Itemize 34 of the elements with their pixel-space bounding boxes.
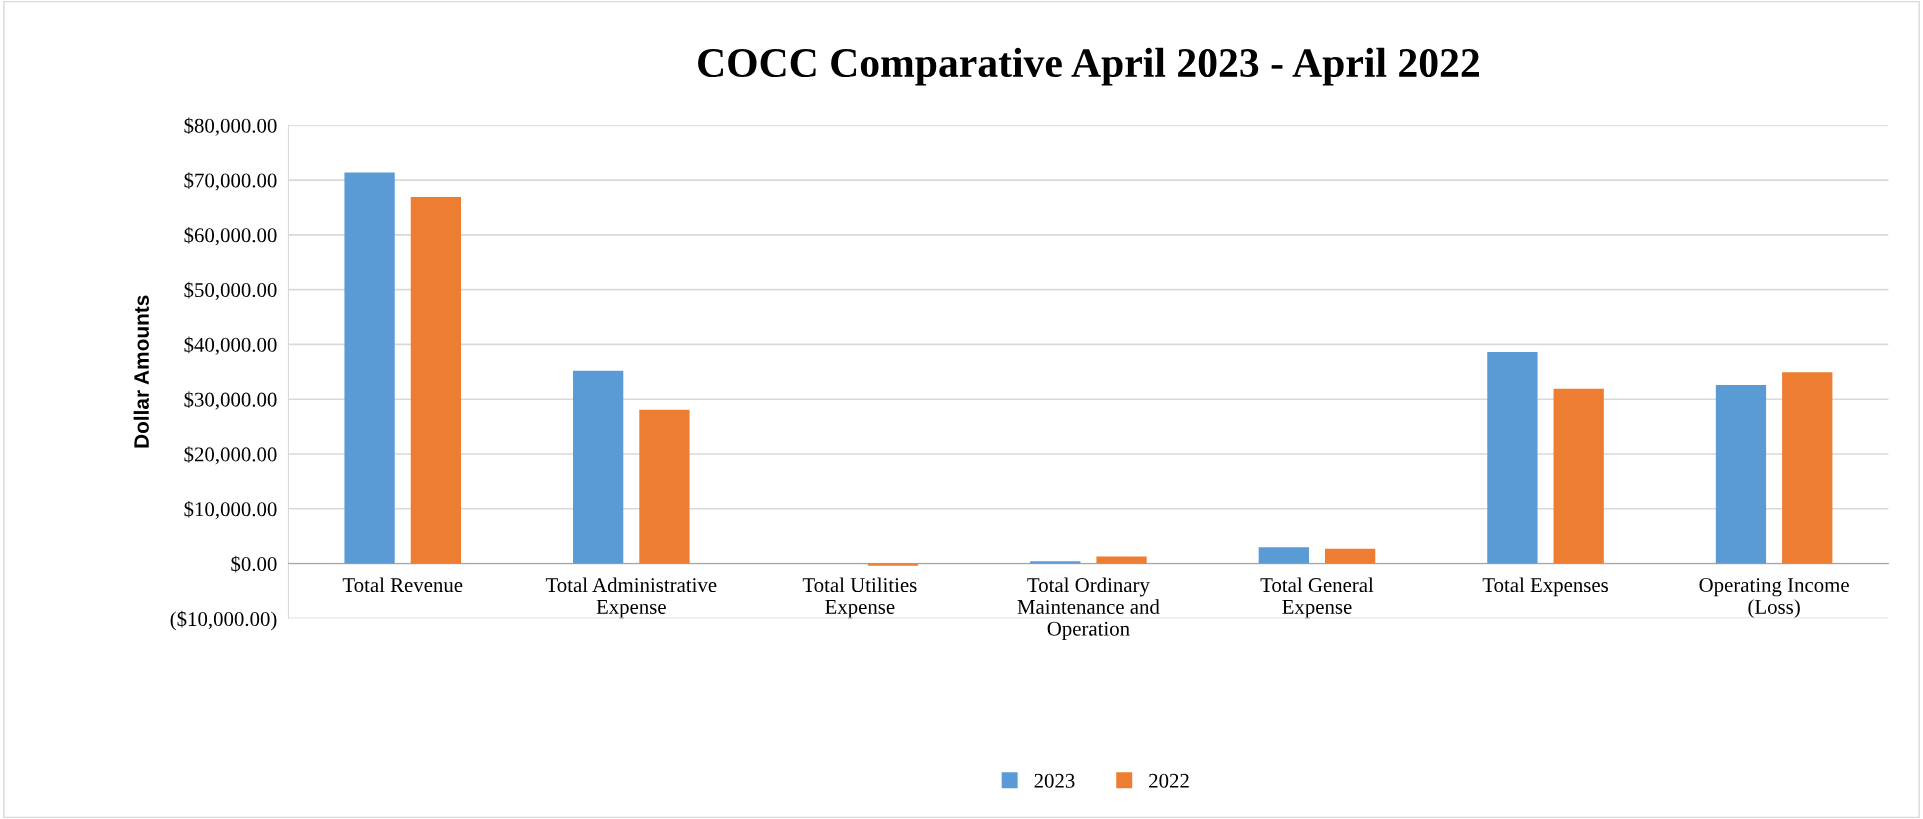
bar (573, 370, 624, 564)
y-tick-label: $70,000.00 (184, 172, 277, 191)
y-axis-title: Dollar Amounts (133, 295, 149, 448)
bar (1030, 561, 1081, 564)
y-tick-label: $10,000.00 (184, 500, 277, 520)
x-tick-label: Total Expenses (1482, 577, 1608, 597)
bar (1487, 352, 1538, 564)
bar (1715, 384, 1767, 564)
x-tick-label: Total Administrative Expense (545, 577, 717, 619)
bar (1324, 548, 1376, 564)
x-tick-label: Total Ordinary Maintenance and Operation (1017, 577, 1160, 640)
x-tick-label: Operating Income (Loss) (1699, 578, 1849, 619)
y-tick-label: ($10,000.00) (170, 610, 277, 631)
x-tick-label: Total General Expense (1260, 577, 1374, 619)
bar (867, 563, 919, 566)
bar (410, 197, 462, 564)
legend-label: 2023 (1034, 773, 1075, 788)
y-tick-label: $80,000.00 (184, 117, 277, 136)
bar (1782, 372, 1833, 564)
y-tick-label: $20,000.00 (184, 446, 277, 465)
bar (344, 172, 395, 564)
bar (1553, 388, 1604, 564)
y-tick-label: $60,000.00 (184, 227, 277, 246)
legend-label: 2022 (1149, 773, 1189, 788)
x-tick-label: Total Utilities Expense (802, 577, 917, 619)
x-tick-label: Total Revenue (342, 577, 463, 593)
y-tick-label: $0.00 (231, 555, 277, 573)
bar (639, 409, 690, 564)
y-tick-label: $40,000.00 (184, 336, 277, 355)
y-tick-label: $30,000.00 (184, 391, 277, 410)
chart-title: COCC Comparative April 2023 - April 2022 (698, 47, 1479, 86)
y-tick-label: $50,000.00 (184, 281, 277, 301)
bar (1096, 556, 1147, 564)
bar (1258, 547, 1309, 564)
